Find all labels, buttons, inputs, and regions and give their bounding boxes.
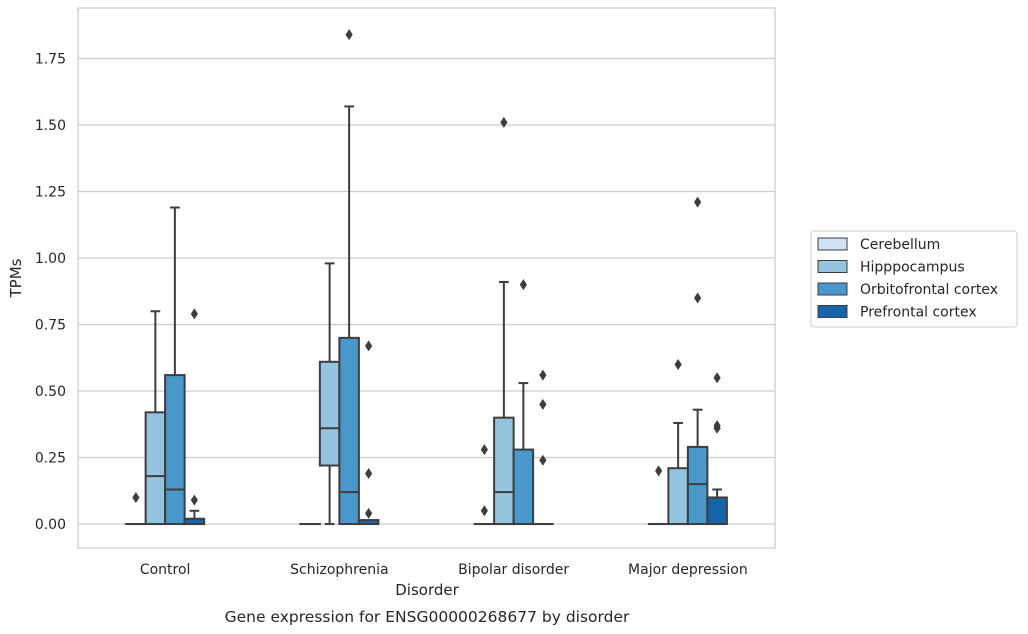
y-axis-label: TPMs xyxy=(7,258,25,298)
box-body xyxy=(667,467,689,526)
y-tick-label: 0.50 xyxy=(35,384,66,400)
box-cerebellum-2 xyxy=(473,444,496,526)
y-tick-label: 1.50 xyxy=(35,118,66,134)
outlier-point xyxy=(539,454,547,466)
box-prefrontal-cortex-1 xyxy=(357,340,380,526)
box-body xyxy=(686,445,709,526)
legend: Cerebellum Hipppocampus Orbitofrontal cort… xyxy=(810,230,1018,328)
outlier-point xyxy=(132,491,140,503)
outlier-point xyxy=(365,507,373,519)
box-orbitofrontal-cortex-1 xyxy=(338,29,360,526)
y-axis-ticks: 0.00 0.25 0.50 0.75 1.00 1.25 1.50 1.75 xyxy=(35,52,66,534)
y-tick-label: 1.75 xyxy=(35,52,66,68)
box-prefrontal-cortex-2 xyxy=(532,369,554,526)
box-prefrontal-cortex-3 xyxy=(706,372,728,526)
outlier-point xyxy=(345,29,353,41)
box-body xyxy=(512,448,535,526)
x-tick-label: Bipolar disorder xyxy=(458,562,569,578)
x-axis-label: Disorder xyxy=(395,581,459,599)
outlier-point xyxy=(480,505,488,517)
legend-swatch xyxy=(817,305,848,318)
legend-label: Orbitofrontal cortex xyxy=(860,282,998,298)
x-axis-ticks: Control Schizophrenia Bipolar disorder Majo… xyxy=(140,562,748,578)
box-orbitofrontal-cortex-0 xyxy=(164,206,186,526)
outlier-point xyxy=(694,196,702,208)
y-tick-label: 0.75 xyxy=(35,318,66,334)
outlier-point xyxy=(480,444,488,456)
x-tick-label: Major depression xyxy=(628,562,748,578)
box-orbitofrontal-cortex-3 xyxy=(686,196,709,526)
box-series xyxy=(125,29,728,526)
y-tick-label: 1.25 xyxy=(35,185,66,201)
legend-swatch xyxy=(817,237,848,251)
plot-frame xyxy=(77,7,776,549)
outlier-point xyxy=(539,398,547,410)
box-orbitofrontal-cortex-2 xyxy=(512,279,535,526)
y-tick-label: 0.00 xyxy=(35,517,66,533)
outlier-point xyxy=(674,358,682,370)
chart-caption: Gene expression for ENSG00000268677 by d… xyxy=(225,608,630,626)
x-tick-label: Control xyxy=(140,562,191,578)
legend-frame xyxy=(810,230,1018,328)
legend-label: Cerebellum xyxy=(860,237,940,253)
outlier-point xyxy=(365,340,373,352)
outlier-point xyxy=(500,116,508,128)
legend-swatch xyxy=(817,260,848,273)
box-prefrontal-cortex-0 xyxy=(183,308,206,526)
outlier-point xyxy=(713,372,721,384)
box-body xyxy=(706,496,728,526)
outlier-point xyxy=(519,279,527,291)
outlier-point xyxy=(365,468,373,480)
y-tick-label: 0.25 xyxy=(35,451,66,467)
outlier-point xyxy=(190,308,198,320)
box-body xyxy=(493,416,515,526)
y-tick-label: 1.00 xyxy=(35,251,66,267)
outlier-point xyxy=(190,494,198,506)
box-body xyxy=(338,336,360,526)
legend-label: Prefrontal cortex xyxy=(860,305,977,321)
box-hipppocampus-1 xyxy=(318,262,341,526)
outlier-point xyxy=(694,292,702,304)
outlier-point xyxy=(539,369,547,381)
legend-label: Hipppocampus xyxy=(860,260,965,276)
outlier-point xyxy=(713,420,721,432)
box-body xyxy=(164,374,186,526)
outlier-point xyxy=(655,465,663,477)
box-body xyxy=(144,411,167,526)
box-body xyxy=(318,360,341,467)
legend-swatch xyxy=(817,282,848,296)
x-tick-label: Schizophrenia xyxy=(290,562,388,578)
